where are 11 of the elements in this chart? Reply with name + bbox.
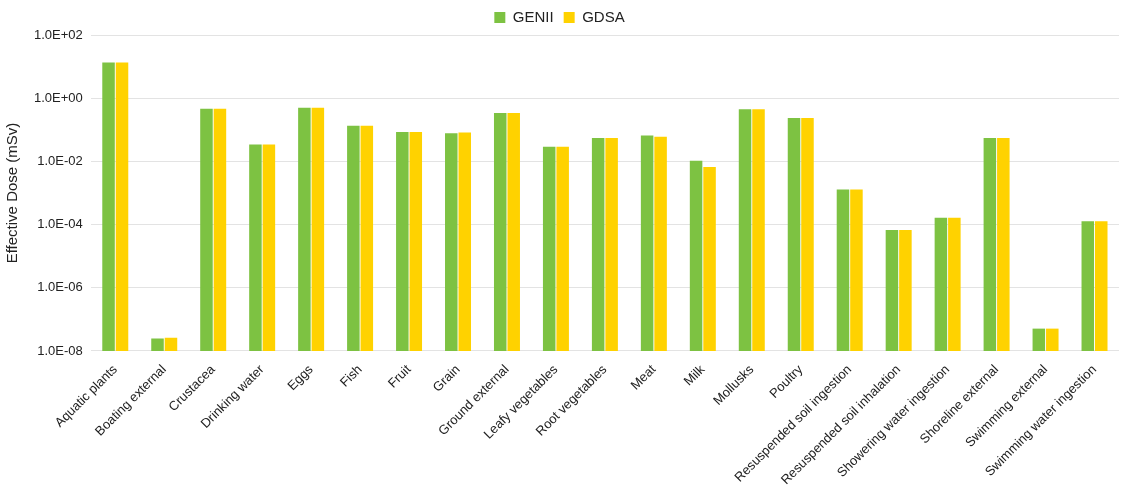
legend-label: GENII bbox=[512, 7, 554, 25]
x-tick-label: Fish bbox=[336, 361, 365, 390]
y-tick-label: 1.0E-08 bbox=[37, 342, 83, 358]
legend-label: GDSA bbox=[582, 7, 625, 25]
y-tick-label: 1.0E+00 bbox=[34, 89, 83, 105]
y-axis-title: Effective Dose (mSv) bbox=[3, 122, 21, 264]
y-tick-label: 1.0E-02 bbox=[37, 152, 83, 168]
y-tick-label: 1.0E+02 bbox=[34, 26, 83, 42]
y-tick-label: 1.0E-06 bbox=[37, 279, 83, 295]
y-tick-label: 1.0E-04 bbox=[37, 216, 83, 232]
x-tick-label: Milk bbox=[680, 361, 708, 389]
